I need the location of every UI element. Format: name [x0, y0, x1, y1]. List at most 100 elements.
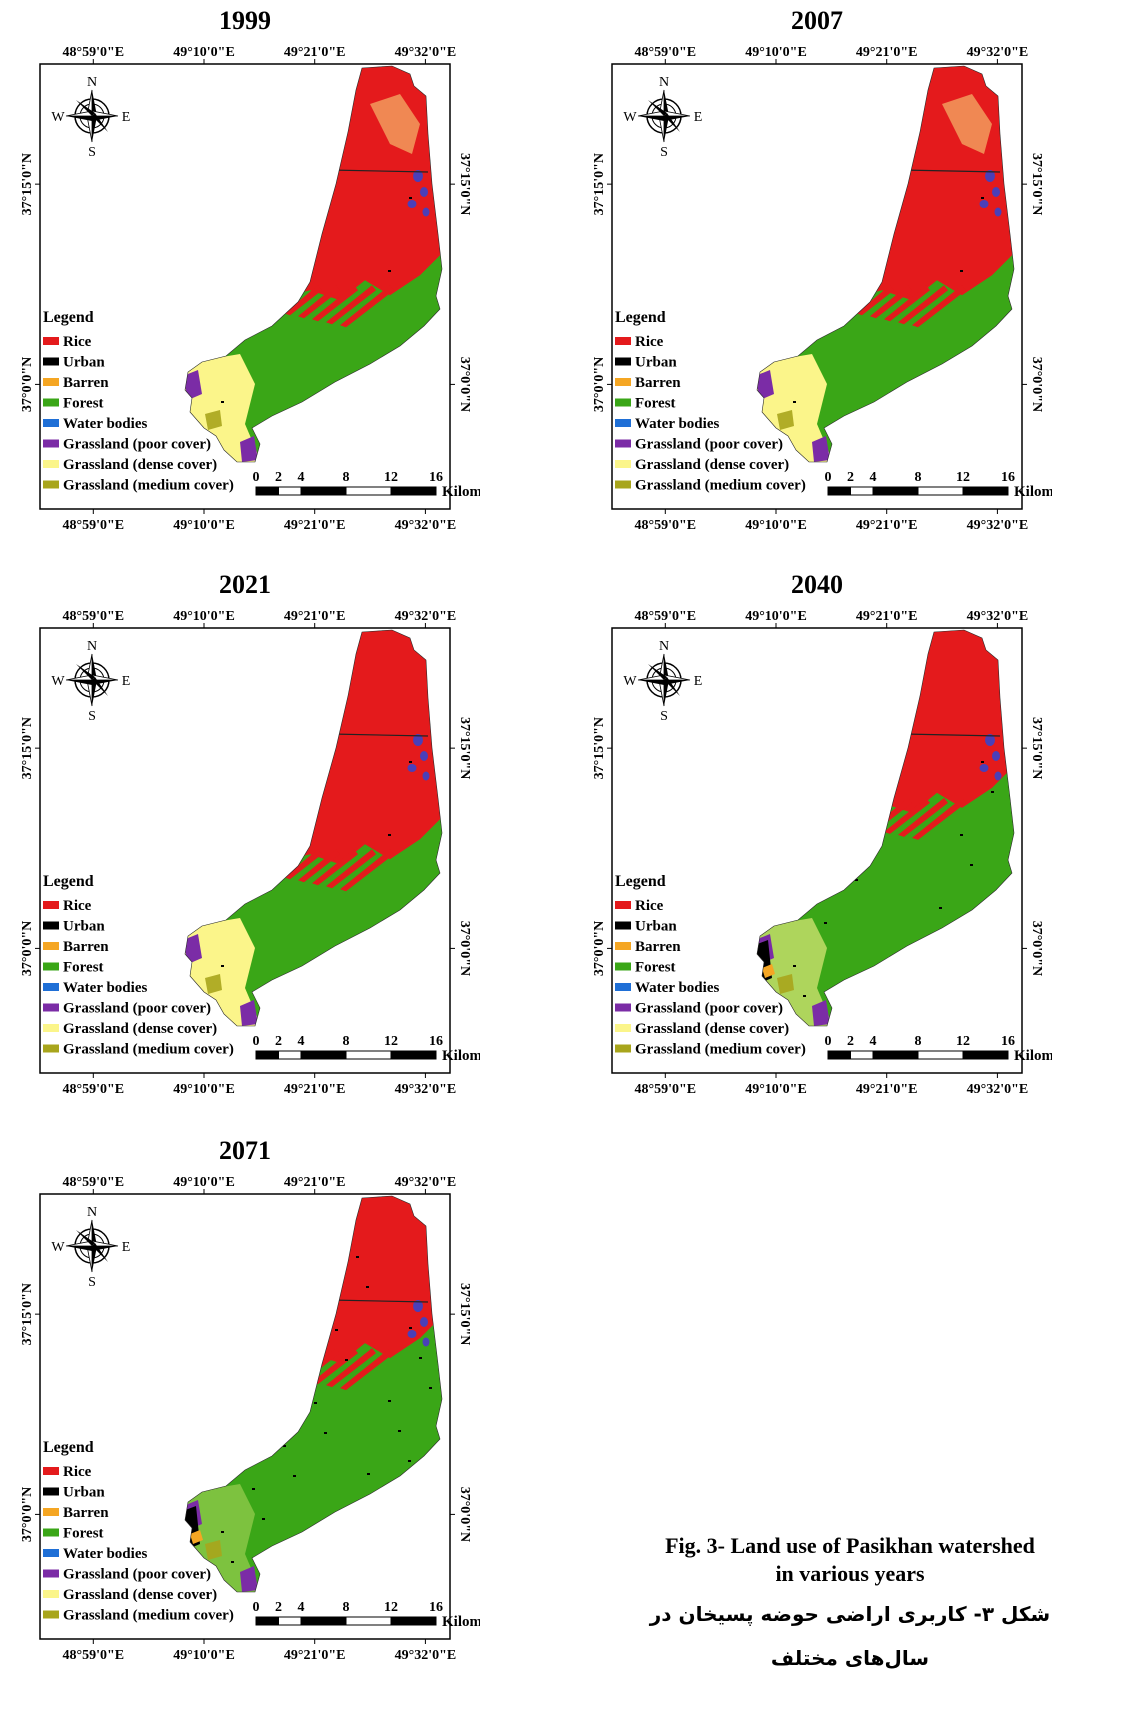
boundary-line	[901, 733, 1001, 737]
compass-point	[638, 116, 664, 121]
legend-swatch	[43, 1590, 59, 1598]
compass-point	[92, 654, 97, 680]
watershed-outline	[184, 65, 443, 463]
axis-label-left: 37°0'0"N	[20, 1487, 35, 1542]
caption-english-line2: in various years	[775, 1561, 925, 1586]
compass-label: E	[122, 1240, 131, 1255]
scalebar-segment	[345, 486, 392, 496]
grassland-poor-area	[812, 1000, 830, 1026]
axis-label-top: 49°21'0"E	[856, 45, 918, 60]
axis-label-bottom: 49°10'0"E	[745, 518, 807, 533]
legend-label: Grassland (poor cover)	[635, 1001, 783, 1017]
urban-patch	[970, 864, 973, 866]
legend-swatch	[615, 460, 631, 468]
legend-swatch	[615, 357, 631, 366]
legend-label: Grassland (medium cover)	[63, 1608, 234, 1624]
water-body	[992, 187, 1000, 197]
legend-label: Urban	[635, 355, 677, 371]
urban-patch	[314, 1402, 317, 1404]
legend-swatch	[43, 398, 59, 407]
urban-patch	[345, 1359, 348, 1361]
urban-patch	[366, 1286, 369, 1288]
scalebar-unit: Kilometers	[1014, 1048, 1052, 1064]
legend-swatch	[43, 439, 59, 448]
rice-strip	[340, 1348, 394, 1391]
compass-point	[66, 116, 92, 121]
rice-strip	[326, 1348, 376, 1388]
urban-patch	[793, 965, 796, 967]
scalebar-tick-label: 8	[915, 470, 922, 485]
legend-swatch	[43, 1549, 59, 1557]
legend-label: Grassland (dense cover)	[63, 457, 217, 473]
scalebar-tick-label: 16	[1001, 1034, 1015, 1049]
rice-strip	[312, 285, 358, 322]
axis-label-bottom: 49°10'0"E	[173, 1082, 235, 1097]
axis-label-bottom: 48°59'0"E	[62, 1082, 124, 1097]
grassland-dense-area	[370, 94, 420, 154]
legend-label: Grassland (dense cover)	[635, 457, 789, 473]
legend-label: Forest	[63, 1526, 104, 1542]
axis-label-bottom: 49°21'0"E	[284, 1648, 346, 1663]
compass-point	[66, 680, 92, 685]
compass-point	[92, 113, 108, 132]
scalebar-tick-label: 8	[915, 1034, 922, 1049]
rice-strip	[312, 849, 358, 886]
scalebar-segment	[300, 1616, 347, 1626]
urban-patch	[981, 761, 984, 763]
axis-label-right: 37°15'0"N	[457, 153, 472, 215]
scalebar-unit: Kilometers	[442, 484, 480, 500]
compass-point	[638, 680, 664, 685]
axis-label-bottom: 49°32'0"E	[395, 518, 457, 533]
scalebar-tick-label: 4	[870, 470, 877, 485]
axis-label-right: 37°15'0"N	[457, 717, 472, 779]
urban-patch	[991, 791, 994, 793]
legend-swatch	[43, 1569, 59, 1578]
compass-rose-icon	[65, 89, 119, 143]
scalebar-segment	[962, 1050, 1009, 1060]
grassland-medium-area	[777, 410, 794, 430]
rice-strip	[870, 285, 912, 319]
scalebar-tick-label: 2	[847, 1034, 854, 1049]
legend-swatch	[43, 962, 59, 971]
scalebar-unit: Kilometers	[442, 1048, 480, 1064]
rice-strip	[312, 1348, 358, 1385]
watershed-outline	[184, 1195, 443, 1593]
scalebar-tick-label: 0	[253, 1034, 260, 1049]
urban-patch	[388, 1400, 391, 1402]
map-panel-2040: 2040 48°59'0"E 49°10'0"E 49°21'0"E 49°32'0"…	[582, 570, 1052, 1135]
water-body	[420, 751, 428, 761]
figure-caption: Fig. 3- Land use of Pasikhan watershed i…	[600, 1532, 1100, 1676]
caption-persian-line2: سال‌های مختلف	[770, 1646, 930, 1670]
compass-point	[664, 116, 669, 142]
rice-strip	[284, 849, 322, 880]
axis-label-left: 37°15'0"N	[592, 153, 607, 215]
water-body	[407, 1330, 417, 1338]
urban-patch	[939, 907, 942, 909]
water-body	[407, 764, 417, 772]
axis-label-top: 48°59'0"E	[62, 609, 124, 624]
water-body	[413, 170, 423, 182]
urban-patch	[409, 1327, 412, 1329]
scalebar-tick-label: 4	[298, 470, 305, 485]
legend-label: Rice	[635, 898, 664, 914]
urban-patch	[367, 1473, 370, 1475]
compass-label: N	[87, 639, 97, 654]
urban-patch	[262, 1518, 265, 1520]
scalebar-segment	[390, 486, 437, 496]
scalebar-tick-label: 4	[870, 1034, 877, 1049]
legend-swatch	[615, 419, 631, 427]
scalebar-tick-label: 12	[384, 1034, 398, 1049]
legend-label: Grassland (medium cover)	[635, 1042, 806, 1058]
map-panel-2021: 2021 48°59'0"E 49°10'0"E 49°21'0"E 49°32'0"…	[10, 570, 480, 1135]
urban-patch	[793, 401, 796, 403]
urban-patch	[283, 1445, 286, 1447]
scalebar-segment	[917, 486, 964, 496]
legend-label: Grassland (poor cover)	[63, 1001, 211, 1017]
legend-swatch	[615, 1024, 631, 1032]
urban-patch	[824, 922, 827, 924]
legend-swatch	[615, 1044, 631, 1053]
compass-label: E	[122, 110, 131, 125]
urban-patch	[429, 1387, 432, 1389]
scalebar-segment	[255, 1616, 279, 1626]
axis-label-top: 49°21'0"E	[284, 1175, 346, 1190]
